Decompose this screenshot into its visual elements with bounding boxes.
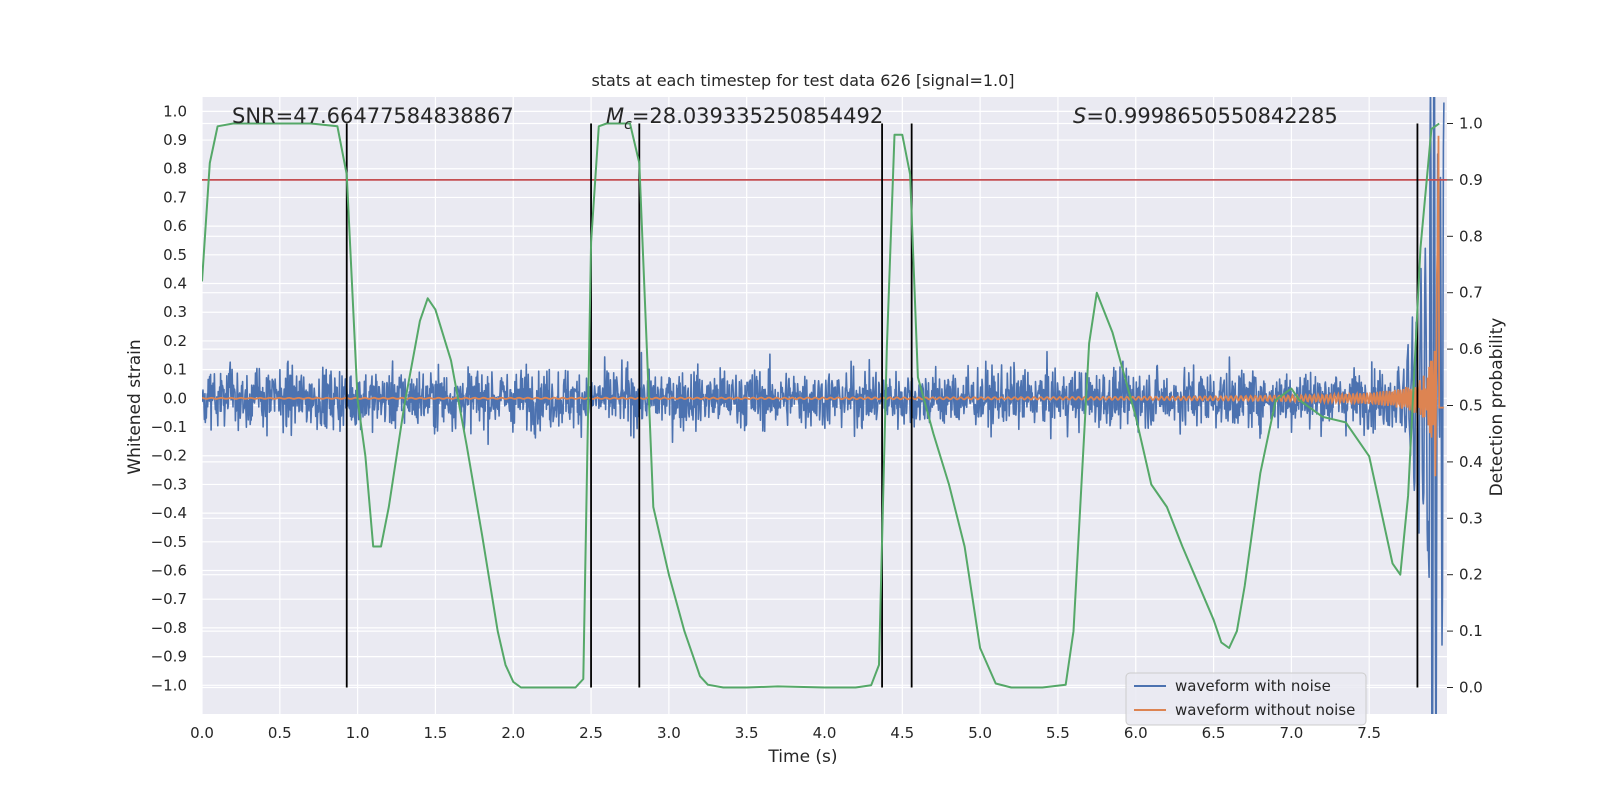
x-tick-label: 4.5	[890, 724, 914, 742]
mc-value: =28.039335250854492	[632, 104, 883, 128]
y-tick-label: −0.3	[151, 475, 187, 493]
y-tick-label: 0.6	[163, 217, 187, 235]
legend-box	[1125, 672, 1367, 726]
chirp-mass-annotation: Mc=28.039335250854492	[606, 104, 883, 133]
y2-axis-title: Detection probability	[1487, 318, 1507, 497]
x-tick-label: 1.0	[346, 724, 370, 742]
x-tick-label: 2.5	[579, 724, 603, 742]
x-tick-label: 0.0	[190, 724, 214, 742]
s-value: =0.9998650550842285	[1086, 104, 1337, 128]
y-tick-label: 0.4	[163, 275, 187, 293]
y-tick-label: −0.4	[151, 504, 187, 522]
x-tick-label: 3.5	[735, 724, 759, 742]
x-tick-label: 5.0	[968, 724, 992, 742]
legend-label-clean: waveform without noise	[1175, 701, 1355, 719]
y-tick-label: 0.3	[163, 303, 187, 321]
legend-label-noisy: waveform with noise	[1175, 677, 1331, 695]
y-axis-title: Whitened strain	[125, 339, 145, 474]
y2-tick-label: 0.9	[1459, 171, 1483, 189]
x-tick-label: 1.5	[424, 724, 448, 742]
y2-tick-label: 0.0	[1459, 678, 1483, 696]
y-tick-label: −0.1	[151, 418, 187, 436]
data-layer	[202, 97, 1447, 714]
y-tick-label: 0.7	[163, 188, 187, 206]
y-tick-label: 0.2	[163, 332, 187, 350]
y-tick-label: −0.5	[151, 533, 187, 551]
y2-tick-label: 0.2	[1459, 566, 1483, 584]
y-tick-label: −0.6	[151, 562, 187, 580]
y-tick-label: 0.5	[163, 246, 187, 264]
y-tick-label: −1.0	[151, 676, 187, 694]
y-tick-label: −0.2	[151, 447, 187, 465]
y2-tick-label: 0.3	[1459, 509, 1483, 527]
mc-subscript: c	[624, 117, 632, 133]
mc-symbol: M	[606, 104, 624, 128]
axes: 0.0 0.5 1.0 1.5 2.0 2.5 3.0 3.5 4.0 4.5 5.0 5.5 6.0 6…	[151, 102, 1483, 742]
y-tick-label: 0.8	[163, 160, 187, 178]
y2-tick-label: 1.0	[1459, 115, 1483, 133]
x-axis-title: Time (s)	[767, 747, 837, 767]
y-tick-label: 0.0	[163, 389, 187, 407]
x-tick-label: 6.5	[1202, 724, 1226, 742]
x-tick-label: 4.0	[813, 724, 837, 742]
chart-title: stats at each timestep for test data 626…	[591, 71, 1014, 90]
y-tick-label: 0.1	[163, 361, 187, 379]
y-tick-label: −0.7	[151, 590, 187, 608]
y2-tick-label: 0.8	[1459, 227, 1483, 245]
x-tick-label: 5.5	[1046, 724, 1070, 742]
y-tick-label: −0.8	[151, 619, 187, 637]
legend: waveform with noise waveform without noi…	[1125, 672, 1367, 726]
x-tick-label: 6.0	[1124, 724, 1148, 742]
y-tick-label: 1.0	[163, 102, 187, 120]
y2-tick-label: 0.7	[1459, 284, 1483, 302]
y-tick-label: −0.9	[151, 648, 187, 666]
y2-tick-label: 0.6	[1459, 340, 1483, 358]
x-tick-label: 3.0	[657, 724, 681, 742]
series-waveform-without-noise	[202, 135, 1444, 477]
y2-tick-label: 0.1	[1459, 622, 1483, 640]
s-symbol: S	[1073, 104, 1086, 128]
y2-tick-label: 0.5	[1459, 397, 1483, 415]
y2-tick-label: 0.4	[1459, 453, 1483, 471]
y-tick-label: 0.9	[163, 131, 187, 149]
x-tick-label: 0.5	[268, 724, 292, 742]
x-tick-label: 2.0	[501, 724, 525, 742]
x-tick-label: 7.0	[1279, 724, 1303, 742]
x-tick-label: 7.5	[1357, 724, 1381, 742]
series-waveform-with-noise	[202, 97, 1445, 714]
series-detection-probability	[202, 122, 1440, 689]
spin-annotation: S=0.9998650550842285	[1073, 104, 1338, 128]
snr-annotation: SNR=47.66477584838867	[232, 104, 514, 128]
